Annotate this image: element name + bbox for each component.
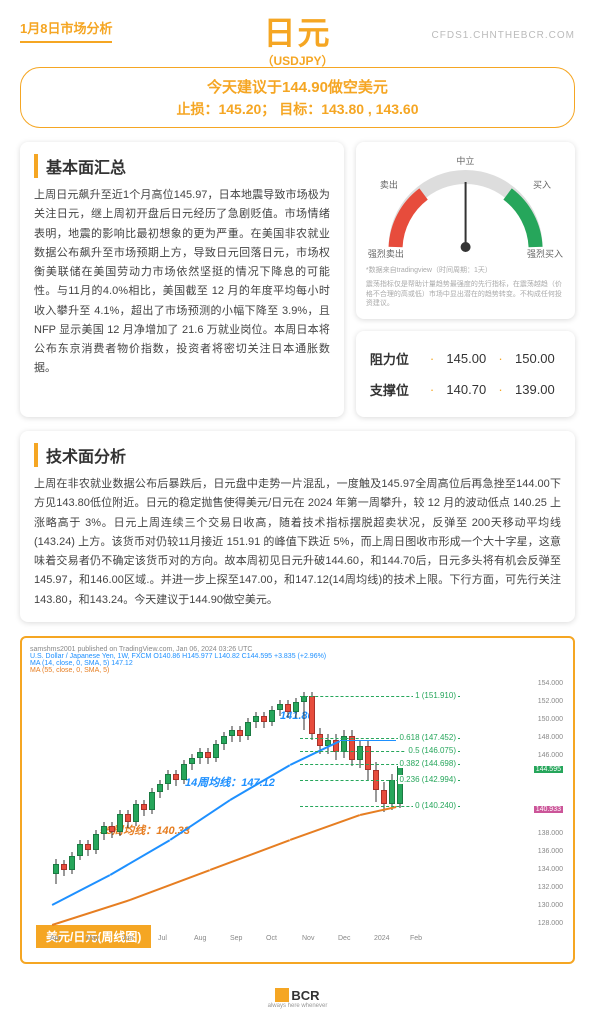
right-col: 中立 卖出 买入 强烈卖出 强烈买入 *数据来自tradingview（时间周期… <box>356 142 575 417</box>
gauge-note1: *数据来自tradingview（时间周期：1天） <box>366 266 565 276</box>
gauge-card: 中立 卖出 买入 强烈卖出 强烈买入 *数据来自tradingview（时间周期… <box>356 142 575 319</box>
levels-card: 阻力位 · 145.00 · 150.00 支撑位 · 140.70 · 139… <box>356 331 575 417</box>
reco-line-1: 今天建议于144.90做空美元 <box>21 76 574 97</box>
header: 1月8日市场分析 日元 （USDJPY） CFDS1.CHNTHEBCR.COM <box>0 0 595 53</box>
title-box: 日元 （USDJPY） <box>261 8 333 69</box>
site-url: CFDS1.CHNTHEBCR.COM <box>432 30 575 41</box>
fund-title: 基本面汇总 <box>34 154 330 178</box>
chart-source: samshms2001 published on TradingView.com… <box>30 646 565 653</box>
tech-title: 技术面分析 <box>34 443 561 467</box>
dot-icon: · <box>430 351 434 366</box>
chart-symbol: U.S. Dollar / Japanese Yen, 1W, FXCM O14… <box>30 653 565 660</box>
support-row: 支撑位 · 140.70 · 139.00 <box>370 374 561 405</box>
resistance-row: 阻力位 · 145.00 · 150.00 <box>370 343 561 374</box>
candlestick-chart: 141.80 14周均线：147.12 55周均线：140.33 美元/日元(周… <box>30 674 565 954</box>
res-label: 阻力位 <box>370 349 424 368</box>
date-label: 1月8日市场分析 <box>20 18 112 43</box>
gauge-note2: 震荡指标仅是帮助计量趋势最强度的先行指标，在震荡越趋（价格不合理的高或低）市场中… <box>366 280 565 309</box>
sup-2: 139.00 <box>509 382 561 397</box>
dot-icon: · <box>498 351 502 366</box>
brand-sub: always here whenever <box>0 1003 595 1009</box>
gauge-sright: 强烈买入 <box>527 247 563 260</box>
title-pair: （USDJPY） <box>261 52 333 69</box>
title-main: 日元 <box>261 8 333 54</box>
reco-line-2: 止损：145.20； 目标：143.80 , 143.60 <box>21 99 574 119</box>
res-1: 145.00 <box>440 351 492 366</box>
res-2: 150.00 <box>509 351 561 366</box>
logo-icon <box>275 988 289 1002</box>
brand: BCR <box>291 988 319 1003</box>
fund-text: 上周日元飙升至近1个月高位145.97，日本地震导致市场极为关注日元，继上周初开… <box>34 186 330 379</box>
gauge-right: 买入 <box>533 178 551 191</box>
footer: BCR always here whenever <box>0 988 595 1009</box>
sup-1: 140.70 <box>440 382 492 397</box>
recommendation-box: 今天建议于144.90做空美元 止损：145.20； 目标：143.80 , 1… <box>20 67 575 128</box>
dot-icon: · <box>498 382 502 397</box>
row-fund-gauge: 基本面汇总 上周日元飙升至近1个月高位145.97，日本地震导致市场极为关注日元… <box>20 142 575 417</box>
ma14-info: MA (14, close, 0, SMA, 5) 147.12 <box>30 660 565 667</box>
sup-label: 支撑位 <box>370 380 424 399</box>
dot-icon: · <box>430 382 434 397</box>
technical-card: 技术面分析 上周在非农就业数据公布后暴跌后，日元盘中走势一片混乱，一度触及145… <box>20 431 575 622</box>
fundamental-card: 基本面汇总 上周日元飙升至近1个月高位145.97，日本地震导致市场极为关注日元… <box>20 142 344 417</box>
page: 1月8日市场分析 日元 （USDJPY） CFDS1.CHNTHEBCR.COM… <box>0 0 595 1029</box>
ma55-info: MA (55, close, 0, SMA, 5) <box>30 667 565 674</box>
gauge-left: 卖出 <box>380 178 398 191</box>
chart-card: samshms2001 published on TradingView.com… <box>20 636 575 964</box>
gauge-sleft: 强烈卖出 <box>368 247 404 260</box>
gauge-center: 中立 <box>456 154 474 167</box>
gauge: 中立 卖出 买入 强烈卖出 强烈买入 <box>366 152 565 262</box>
tech-text: 上周在非农就业数据公布后暴跌后，日元盘中走势一片混乱，一度触及145.97全周高… <box>34 475 561 610</box>
